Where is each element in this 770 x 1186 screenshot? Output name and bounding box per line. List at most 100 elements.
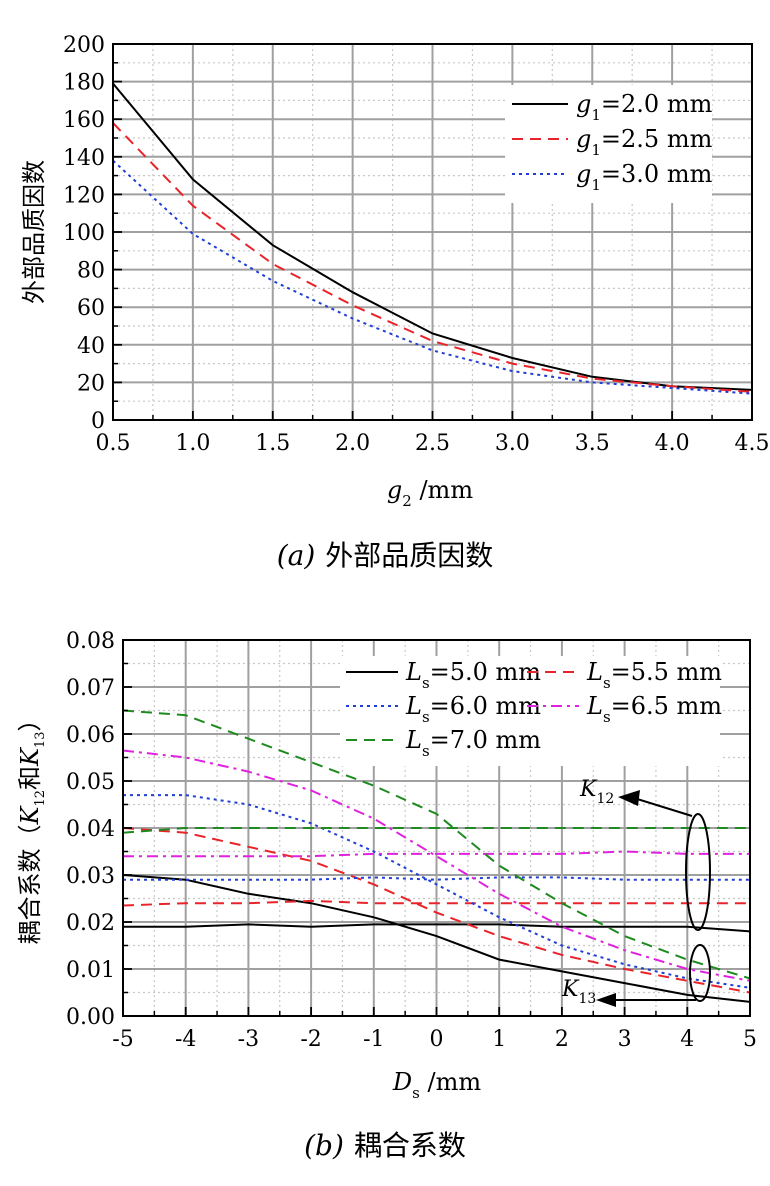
legend-label: g1=3.0 mm [576, 160, 713, 194]
series-line-k12 [122, 899, 750, 907]
x-tick-label: 2.5 [415, 431, 450, 456]
legend-label: Ls=5.0 mm [405, 658, 541, 692]
y-tick-label: 120 [63, 183, 105, 208]
y-tick-label: 20 [77, 371, 105, 396]
y-tick-label: 0.06 [66, 723, 115, 748]
legend-label-symbol: L [405, 726, 422, 754]
chart-a-caption: (a) 外部品质因数 [277, 539, 494, 572]
k12-annotation-sub: 12 [596, 791, 614, 807]
legend-label-rest: =2.0 mm [601, 90, 713, 118]
chart-a-xlabel-sub: 2 [402, 492, 412, 510]
chart-b: -5 -4 -3 -2 -1 0 1 2 3 4 50.000.010.020.030.040.05… [16, 629, 757, 1162]
x-tick-label: 0 [430, 1027, 444, 1052]
x-tick-label: 4.5 [735, 431, 770, 456]
y-tick-label: 0.00 [66, 1005, 115, 1030]
chart-b-ylabel-k1-sub: 12 [33, 790, 48, 807]
chart-a-series [112, 82, 753, 395]
x-tick-label: 3.0 [495, 431, 530, 456]
chart-b-annotations: K12 K13 [561, 777, 711, 1007]
x-tick-label: -1 [363, 1027, 384, 1052]
y-tick-label: 0.02 [66, 911, 115, 936]
x-tick-label: -2 [300, 1027, 321, 1052]
legend-label-symbol: L [586, 692, 603, 720]
chart-b-ylabel-k2: K [16, 746, 44, 767]
chart-b-ylabel: 耦合系数（K12和K13） [16, 708, 48, 945]
chart-b-caption: (b) 耦合系数 [304, 1129, 466, 1162]
y-tick-label: 0.03 [66, 864, 115, 889]
chart-b-xlabel-sub: s [412, 1084, 420, 1102]
series-line-k13 [122, 709, 751, 980]
y-tick-label: 0.07 [66, 676, 115, 701]
series-line-k13 [122, 874, 751, 1003]
legend-label-rest: =5.0 mm [430, 658, 542, 686]
legend-label-sub: 1 [591, 141, 601, 159]
series-line-k12 [122, 827, 750, 834]
legend-label-symbol: g [576, 125, 591, 153]
x-tick-label: 4.0 [655, 431, 690, 456]
x-tick-label: 0.5 [96, 431, 131, 456]
y-tick-label: 60 [77, 296, 105, 321]
legend-label-sub: 1 [591, 106, 601, 124]
x-tick-label: 3.5 [575, 431, 610, 456]
y-tick-label: 80 [77, 259, 105, 284]
x-tick-label: 3 [618, 1027, 632, 1052]
legend-label-symbol: L [405, 692, 422, 720]
y-tick-label: 100 [63, 221, 105, 246]
legend-label-rest: =2.5 mm [601, 125, 713, 153]
y-tick-label: 140 [63, 146, 105, 171]
chart-b-ylabel-suffix: ） [16, 708, 44, 732]
k13-annotation-sub: 13 [578, 991, 596, 1007]
legend-label-sub: s [603, 708, 611, 726]
legend-label-sub: s [422, 674, 430, 692]
legend-label: g1=2.0 mm [576, 90, 713, 124]
chart-b-xlabel: Ds /mm [392, 1068, 481, 1102]
y-tick-label: 200 [63, 33, 105, 58]
series-line-values [112, 122, 753, 393]
k12-annotation-symbol: K [579, 777, 598, 802]
series-line-k12 [123, 850, 750, 858]
legend-label-sub: s [422, 708, 430, 726]
x-tick-label: -5 [112, 1027, 133, 1052]
series-line-k13 [122, 827, 751, 994]
k12-arrow-head [618, 790, 640, 806]
chart-a-caption-label: (a) [277, 539, 316, 572]
legend-label-symbol: g [576, 160, 591, 188]
legend-label-rest: =5.5 mm [611, 658, 723, 686]
k12-group-ellipse [685, 813, 711, 931]
chart-b-caption-label: (b) [304, 1129, 344, 1162]
series-line-k13 [123, 794, 751, 989]
k12-arrow-line [633, 797, 693, 817]
legend-label-sub: 1 [591, 176, 601, 194]
chart-a-xlabel-unit: /mm [412, 476, 473, 504]
legend-label: Ls=6.0 mm [405, 692, 541, 726]
legend-label-sub: s [603, 674, 611, 692]
legend-label-symbol: L [405, 658, 422, 686]
k13-annotation: K13 [561, 977, 596, 1007]
chart-a-xlabel: g2 /mm [387, 476, 473, 510]
chart-a-xlabel-symbol: g [387, 476, 402, 504]
chart-a-ylabel: 外部品质因数 [20, 160, 48, 304]
x-tick-label: -4 [175, 1027, 196, 1052]
y-tick-label: 40 [77, 334, 105, 359]
chart-b-ylabel-prefix: 耦合系数（ [16, 824, 44, 944]
legend-label-symbol: L [586, 658, 603, 686]
chart-b-caption-text: 耦合系数 [354, 1129, 466, 1162]
chart-b-ylabel-and: 和 [16, 766, 44, 790]
x-tick-label: 2.0 [335, 431, 370, 456]
y-tick-label: 0.05 [66, 770, 115, 795]
x-tick-label: 1 [492, 1027, 506, 1052]
x-tick-label: 2 [555, 1027, 569, 1052]
k12-annotation: K12 [579, 777, 614, 807]
legend-background [340, 656, 720, 766]
x-tick-label: -3 [238, 1027, 259, 1052]
chart-b-ylabel-k2-sub: 13 [33, 732, 48, 749]
legend-label: Ls=7.0 mm [405, 726, 541, 760]
chart-b-ylabel-k1: K [16, 804, 44, 825]
chart-b-xlabel-symbol: D [392, 1068, 412, 1096]
y-tick-label: 180 [63, 71, 105, 96]
legend-label-rest: =6.0 mm [430, 692, 542, 720]
chart-a: 0.5 1.0 1.5 2.0 2.5 3.0 3.5 4.0 4.5 0 20 40 60 80 100 1… [20, 33, 770, 572]
chart-a-caption-text: 外部品质因数 [325, 539, 493, 572]
